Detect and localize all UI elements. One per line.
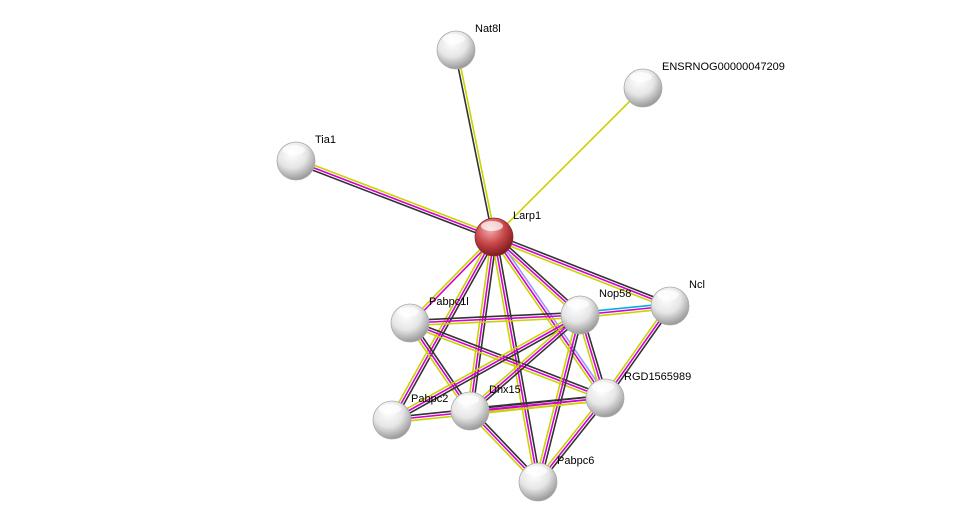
edge-line-coexpression	[469, 394, 605, 410]
node-Pabpc2[interactable]: Pabpc2	[372, 393, 448, 440]
node-highlight	[443, 34, 465, 44]
edge-line-coexpression	[409, 311, 580, 322]
edge-line-experiments	[295, 160, 495, 238]
node-Larp1[interactable]: Larp1	[474, 210, 541, 257]
edge-line-textmining	[410, 316, 581, 327]
edge-line-textmining	[296, 157, 496, 236]
node-label: Dhx15	[489, 384, 521, 396]
edge-line-textmining	[456, 49, 497, 237]
edge-line-textmining	[389, 235, 493, 420]
edge-line-textmining	[492, 238, 670, 310]
edge-line-experiments	[469, 236, 495, 412]
edge-line-textmining	[408, 235, 494, 323]
edge-Dhx15-RGD1565989[interactable]	[469, 394, 606, 415]
edge-line-experiments	[409, 314, 581, 324]
node-Nat8l[interactable]: Nat8l	[436, 23, 501, 70]
node-label: Nop58	[599, 288, 631, 300]
nodes-layer: Nat8l ENSRNOG00000047209 Tia1 Larp1 Ncl Nop58…	[276, 23, 785, 502]
node-label: ENSRNOG00000047209	[662, 61, 785, 73]
edge-Larp1-Pabpc2[interactable]	[389, 235, 497, 422]
edge-line-coexpression	[495, 234, 583, 314]
edge-line-experiments	[537, 314, 581, 483]
edge-line-experiments	[409, 322, 606, 399]
edge-line-coexpression	[471, 237, 498, 412]
node-label: Larp1	[513, 210, 541, 222]
node-highlight	[481, 221, 503, 231]
edge-line-textmining	[470, 399, 606, 415]
edge-line-textmining	[408, 324, 605, 402]
node-label: Tia1	[315, 134, 336, 146]
node-highlight	[630, 72, 652, 82]
edge-line-experiments	[469, 314, 581, 412]
edge-line-coexpression	[495, 236, 542, 482]
edge-line-coexpression	[393, 237, 497, 422]
node-label: Nat8l	[475, 23, 501, 35]
node-Dhx15[interactable]: Dhx15	[450, 384, 521, 431]
edge-line-textmining	[493, 87, 644, 238]
edge-Larp1-Tia1[interactable]	[294, 157, 496, 241]
edge-Larp1-Dhx15[interactable]	[466, 236, 498, 412]
node-label: Pabpc6	[557, 455, 594, 467]
node-ENSRNOG00000047209[interactable]: ENSRNOG00000047209	[623, 61, 785, 108]
edge-line-textmining	[390, 312, 580, 419]
node-highlight	[283, 145, 305, 155]
edge-Larp1-Nat8l[interactable]	[453, 49, 497, 238]
edge-line-coexpression	[471, 316, 583, 414]
node-highlight	[567, 299, 589, 309]
edge-line-textmining	[467, 312, 579, 410]
node-highlight	[592, 382, 614, 392]
edge-line-experiments	[391, 236, 495, 421]
node-highlight	[525, 466, 547, 476]
node-label: Pabpc2	[411, 393, 448, 405]
node-Nop58[interactable]: Nop58	[560, 288, 631, 335]
edge-line-experiments	[493, 236, 606, 399]
edge-line-coexpression	[294, 162, 494, 241]
node-highlight	[657, 290, 679, 300]
edge-Nop58-Dhx15[interactable]	[467, 312, 583, 414]
edge-line-coexpression	[453, 50, 494, 238]
node-highlight	[397, 307, 419, 317]
node-label: RGD1565989	[624, 371, 691, 383]
node-Pabpc1l[interactable]: Pabpc1l	[390, 296, 469, 343]
edge-Larp1-ENSRNOG00000047209[interactable]	[493, 87, 644, 238]
node-label: Ncl	[689, 279, 705, 291]
node-Pabpc6[interactable]: Pabpc6	[518, 455, 594, 502]
edge-Larp1-Pabpc1l[interactable]	[408, 235, 496, 325]
edge-Pabpc1l-Nop58[interactable]	[409, 311, 581, 327]
edge-line-experiments	[493, 236, 671, 307]
node-highlight	[457, 395, 479, 405]
edge-line-coexpression	[392, 316, 582, 423]
edge-line-experiments	[493, 236, 539, 483]
edge-line-textmining	[466, 236, 493, 411]
edge-line-experiments	[391, 314, 581, 421]
node-RGD1565989[interactable]: RGD1565989	[585, 371, 691, 418]
edge-line-textmining	[534, 314, 579, 482]
node-Ncl[interactable]: Ncl	[650, 279, 705, 326]
edge-line-experiments	[469, 397, 606, 412]
edge-Larp1-Ncl[interactable]	[492, 233, 672, 310]
node-Tia1[interactable]: Tia1	[276, 134, 336, 181]
edge-line-coexpression	[494, 233, 672, 305]
edge-line-experiments	[410, 237, 496, 325]
edge-Nop58-Pabpc2[interactable]	[390, 312, 582, 423]
node-label: Pabpc1l	[429, 296, 469, 308]
node-highlight	[379, 404, 401, 414]
